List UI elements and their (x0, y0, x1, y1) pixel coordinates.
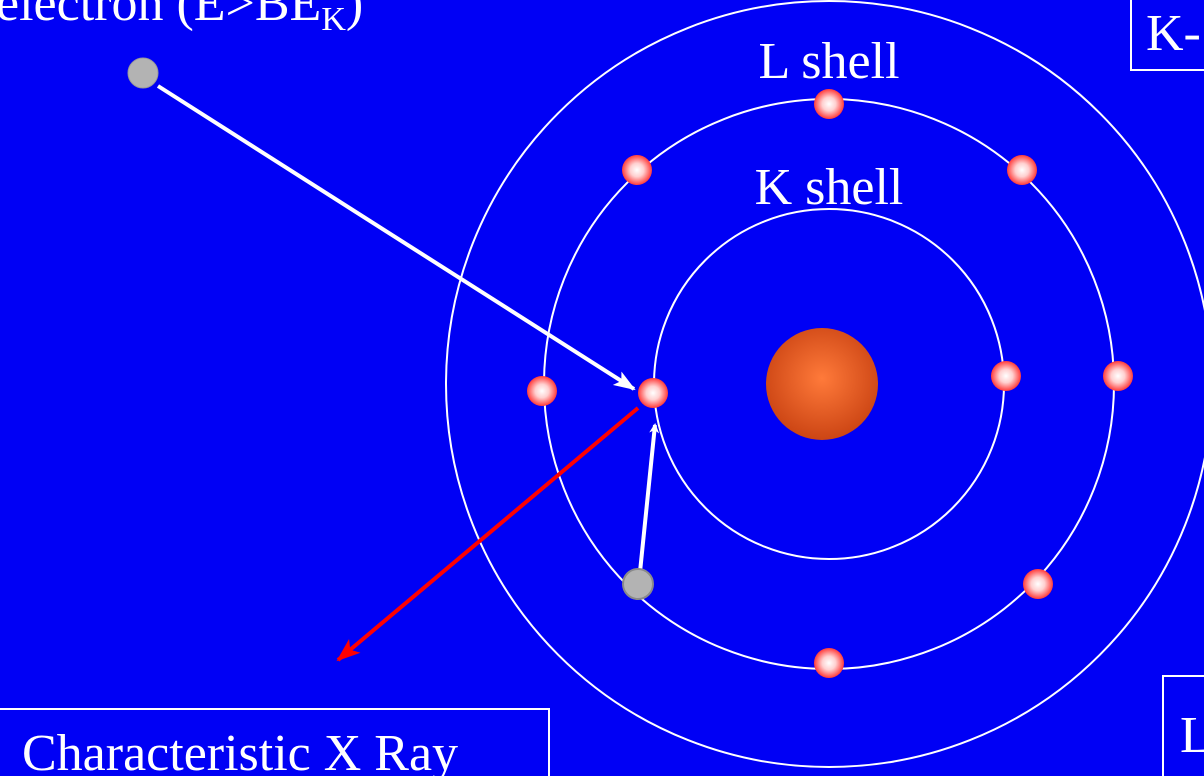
l-electron (1007, 155, 1037, 185)
top-right-box (1130, 0, 1204, 71)
l-electron (1023, 569, 1053, 599)
l-electron (622, 155, 652, 185)
transition-arrow (638, 423, 660, 573)
xray-label-box (0, 708, 550, 776)
vacancy-electron (622, 568, 654, 600)
incident-electron-path (156, 84, 636, 391)
outer-shell (445, 0, 1204, 768)
l-shell-label: L shell (758, 33, 899, 90)
xray-label: Characteristic X Ray (22, 725, 458, 776)
top-right-box-text: K- (1146, 5, 1201, 62)
xray-arrow (336, 406, 640, 662)
l-electron (1103, 361, 1133, 391)
incident-electron-subscript: K (321, 1, 346, 38)
incident-electron (127, 57, 159, 89)
k-electron (638, 378, 668, 408)
l-electron (527, 376, 557, 406)
k-shell-label: K shell (755, 159, 904, 216)
l-electron (814, 648, 844, 678)
l-electron (814, 89, 844, 119)
nucleus (766, 328, 878, 440)
incident-electron-label: electron (E>BEK) (0, 0, 363, 38)
bottom-right-box (1162, 675, 1204, 776)
k-electron (991, 361, 1021, 391)
bottom-right-box-text: L (1180, 707, 1204, 764)
